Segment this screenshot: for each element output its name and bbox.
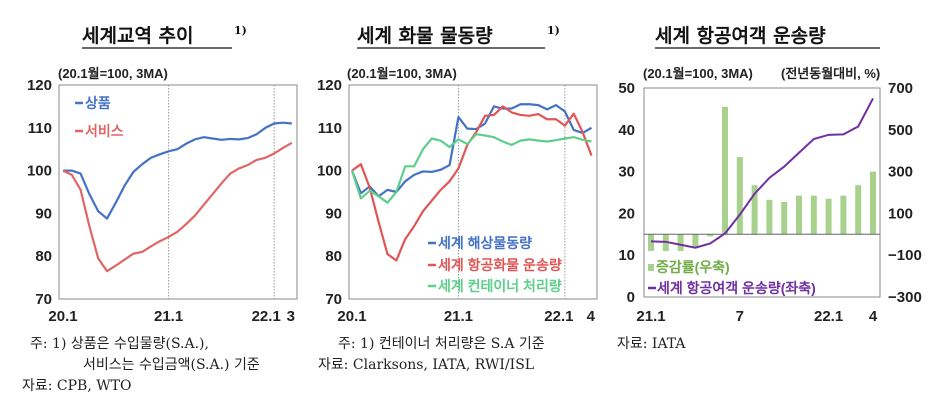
chart-2: 세계 화물 물동량 1) (20.1월=100, 3MA) 120 110 100 90 80… [317,24,598,373]
series-line-3 [350,133,592,204]
growth-bar [825,198,832,235]
legend-label: 상품 [85,95,111,111]
x-tick-label: 21.1 [154,308,183,325]
y-tick-label: 100 [317,163,342,180]
y-tick-label: 100 [27,163,52,180]
chart-note: 주: 1) 컨테이너 처리량은 S.A 기준 [338,336,545,352]
y-tick-label: 70 [325,291,342,308]
growth-bar [707,234,714,237]
chart-title: 세계교역 추이 [82,25,194,47]
chart-note: 자료: IATA [617,336,686,352]
growth-bar [840,195,847,235]
plot-frame [58,84,298,300]
x-tick-label: 21.1 [636,308,665,325]
left-y-tick-label: 40 [618,122,635,139]
left-y-tick-label: 50 [618,80,635,97]
right-y-tick-label: −300 [888,289,922,306]
x-tick-label: 22.1 [252,308,281,325]
x-tick-label: 3 [287,308,295,325]
y-tick-label: 120 [317,77,342,94]
y-tick-label: 110 [28,120,52,137]
y-tick-label: 80 [325,248,342,265]
y-tick-label: 90 [325,205,342,222]
title-footnote-mark: 1) [234,24,247,37]
growth-bar [796,195,802,235]
x-tick-label: 22.1 [544,308,573,325]
x-tick-label: 22.1 [814,308,843,325]
legend-label: 세계 항공화물 운송량 [438,257,562,273]
right-unit-label: (전년동월대비, %) [781,66,880,81]
chart-title: 세계 화물 물동량 [357,25,493,47]
plot-frame [643,87,881,298]
x-tick-label: 7 [736,308,744,325]
x-tick-label: 4 [869,308,878,325]
legend-swatch-bar [648,264,654,271]
growth-bar [648,234,654,252]
growth-bar [677,234,684,252]
y-tick-label: 90 [35,205,52,222]
y-tick-label: 110 [318,120,342,137]
y-tick-label: 80 [35,248,52,265]
growth-bar [870,171,876,235]
chart-note: 자료: Clarksons, IATA, RWI/ISL [318,357,534,373]
left-unit-label: (20.1월=100, 3MA) [643,66,753,81]
right-y-tick-label: −100 [888,247,922,264]
left-y-tick-label: 0 [627,289,635,306]
left-y-tick-label: 20 [618,205,635,222]
unit-label: (20.1월=100, 3MA) [58,66,168,81]
x-tick-label: 20.1 [337,308,366,325]
growth-bar [692,234,699,247]
title-footnote-mark: 1) [547,24,560,37]
growth-bar [766,199,773,235]
growth-bar [781,201,788,235]
chart-1: 세계교역 추이 1) (20.1월=100, 3MA) 120 110 100 90 80 70… [22,24,298,394]
right-y-tick-label: 500 [888,122,913,139]
series-line-1 [63,121,292,220]
series-line-1 [350,103,593,198]
unit-label: (20.1월=100, 3MA) [347,66,457,81]
series-line-2 [62,141,293,273]
x-tick-label: 4 [587,308,596,325]
growth-bar [810,195,817,235]
chart-note: 서비스는 수입금액(S.A.) 기준 [83,357,260,373]
right-y-tick-label: 700 [888,80,913,97]
chart-note: 자료: CPB, WTO [22,378,131,394]
chart-note: 주: 1) 상품은 수입물량(S.A.), [30,336,209,352]
legend-label: 세계 컨테이너 처리량 [438,278,562,294]
growth-bar [751,185,758,235]
y-tick-label: 120 [27,77,52,94]
passenger-line [650,97,874,249]
chart-title: 세계 항공여객 운송량 [655,25,826,47]
right-y-tick-label: 300 [888,164,913,181]
y-tick-label: 70 [35,291,52,308]
legend-label: 서비스 [85,123,124,139]
legend-label: 세계 항공여객 운송량(좌축) [657,280,816,296]
x-tick-label: 21.1 [444,308,473,325]
legend-label: 증감률(우축) [656,259,730,275]
growth-bar [855,185,862,235]
chart-3: 세계 항공여객 운송량 (20.1월=100, 3MA) (전년동월대비, %) 50… [617,25,922,352]
growth-bar [736,156,743,235]
plot-frame [348,84,598,300]
right-y-tick-label: 100 [888,205,913,222]
left-y-tick-label: 30 [618,164,635,181]
left-y-tick-label: 10 [618,247,635,264]
legend-label: 세계 해상물동량 [438,235,532,251]
growth-bar [722,106,728,235]
x-tick-label: 20.1 [48,308,77,325]
